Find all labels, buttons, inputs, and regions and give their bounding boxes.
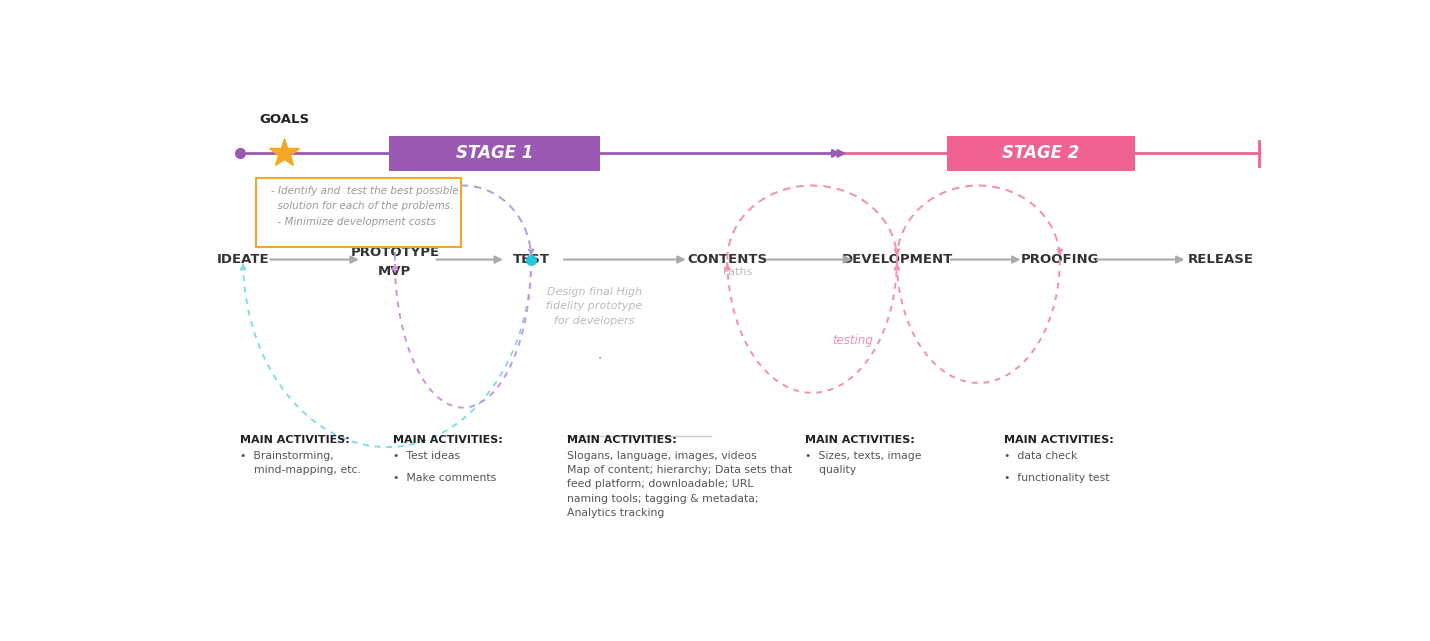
Text: MAIN ACTIVITIES:: MAIN ACTIVITIES: <box>805 435 915 445</box>
Text: •  functionality test: • functionality test <box>1004 473 1110 483</box>
Text: MAIN ACTIVITIES:: MAIN ACTIVITIES: <box>393 435 502 445</box>
Text: •  Test ideas: • Test ideas <box>393 451 460 460</box>
Text: STAGE 1: STAGE 1 <box>456 144 533 162</box>
Text: TEST: TEST <box>513 253 549 266</box>
Text: .: . <box>596 344 603 363</box>
Text: PROTOTYPE: PROTOTYPE <box>350 246 439 258</box>
Text: - Identify and  test the best possible
  solution for each of the problems.
  - : - Identify and test the best possible so… <box>270 185 459 227</box>
FancyBboxPatch shape <box>947 136 1135 171</box>
Text: Paths: Paths <box>724 267 754 277</box>
Text: •  Sizes, texts, image
    quality: • Sizes, texts, image quality <box>805 451 921 475</box>
Text: MAIN ACTIVITIES:: MAIN ACTIVITIES: <box>566 435 676 445</box>
Text: MAIN ACTIVITIES:: MAIN ACTIVITIES: <box>1004 435 1114 445</box>
FancyBboxPatch shape <box>389 136 601 171</box>
Text: PROOFING: PROOFING <box>1021 253 1100 266</box>
Text: STAGE 2: STAGE 2 <box>1002 144 1080 162</box>
Text: testing: testing <box>832 335 872 347</box>
Text: RELEASE: RELEASE <box>1187 253 1254 266</box>
Text: •  data check: • data check <box>1004 451 1078 460</box>
FancyBboxPatch shape <box>256 178 462 247</box>
Text: MVP: MVP <box>378 265 412 278</box>
Text: CONTENTS: CONTENTS <box>688 253 768 266</box>
Text: IDEATE: IDEATE <box>217 253 269 266</box>
Text: •  Make comments: • Make comments <box>393 473 496 483</box>
Text: MAIN ACTIVITIES:: MAIN ACTIVITIES: <box>240 435 349 445</box>
Text: GOALS: GOALS <box>260 113 310 126</box>
Text: •  Brainstorming,
    mind-mapping, etc.: • Brainstorming, mind-mapping, etc. <box>240 451 360 475</box>
Text: Design final High
fidelity prototype
for developers: Design final High fidelity prototype for… <box>546 287 642 326</box>
Text: DEVELOPMENT: DEVELOPMENT <box>841 253 952 266</box>
Text: Slogans, language, images, videos
Map of content; hierarchy; Data sets that
feed: Slogans, language, images, videos Map of… <box>566 451 792 518</box>
